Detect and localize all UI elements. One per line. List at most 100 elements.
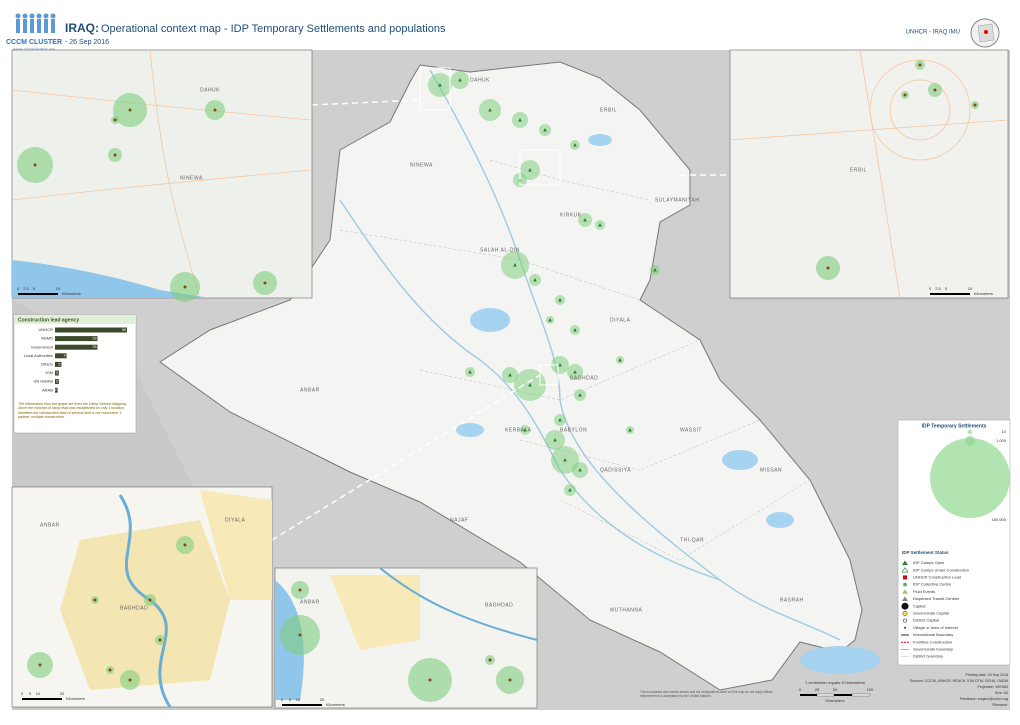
legend-label: Village or town of interest	[913, 625, 959, 630]
inset-label: BAGHDAD	[120, 605, 148, 611]
governorate-label: WASSIT	[680, 427, 702, 433]
map-feature	[559, 479, 811, 561]
category-label: Local Authorities	[24, 353, 53, 358]
camp-symbol	[903, 93, 907, 97]
map-feature	[722, 450, 758, 470]
map-feature	[27, 536, 194, 690]
legend-label: UNHCR Construction Lead	[913, 574, 961, 579]
size: Size: A3	[995, 691, 1008, 695]
inset-label: DAHUK	[200, 87, 220, 93]
legend-label: IDP Camps Under Construction	[913, 567, 969, 572]
bar-value: 3	[56, 371, 58, 375]
scale-unit: Kilometers	[62, 291, 81, 296]
map-feature	[36, 13, 42, 19]
size-symbol	[967, 429, 973, 435]
inset-label: ANBAR	[40, 522, 60, 528]
inset-label: NINEWA	[180, 175, 203, 181]
website: www.cccmcluster.org	[13, 47, 56, 52]
scale-tick: 0	[281, 697, 284, 702]
governorate-label: MISSAN	[760, 467, 782, 473]
date: - 26 Sep 2016	[65, 39, 109, 46]
map-feature	[11, 169, 313, 201]
construction-chart: Construction lead agency The information…	[13, 314, 137, 434]
map-feature	[800, 646, 880, 674]
scale-tick: 25	[815, 687, 820, 692]
camp-symbol	[973, 103, 977, 107]
bar-value: 5	[58, 362, 60, 366]
map-feature	[729, 49, 1009, 299]
inset-frame	[519, 149, 561, 186]
scale-tick: 50	[833, 687, 838, 692]
map-feature	[470, 308, 510, 332]
camp-symbol	[428, 678, 432, 682]
legend-label: Capital	[913, 603, 926, 608]
camp-symbol	[93, 598, 97, 602]
scale-tick: 0	[21, 691, 24, 696]
camp-symbol	[628, 428, 632, 432]
camp-symbol	[573, 328, 577, 332]
map-feature	[271, 374, 541, 541]
map-feature	[851, 693, 871, 697]
map-feature	[984, 30, 988, 34]
camp-symbol	[508, 373, 512, 377]
camp-symbol	[523, 428, 527, 432]
camp-symbol	[528, 383, 532, 387]
inset-bottom-left: BAGHDAD ANBAR DIYALA	[11, 486, 273, 708]
governorate-label: ANBAR	[300, 387, 320, 393]
legend-label: District Capital	[913, 618, 939, 623]
scale-unit: Kilometers	[826, 698, 845, 703]
camp-symbol	[826, 266, 830, 270]
map-feature	[816, 693, 835, 697]
legend-title: IDP Temporary Settlements	[922, 423, 987, 429]
camp-symbol	[488, 658, 492, 662]
camp-symbol	[558, 298, 562, 302]
camp-symbol	[183, 285, 187, 289]
governorate-label: BASRAH	[780, 597, 804, 603]
bar	[55, 361, 62, 367]
map-feature	[429, 69, 841, 641]
map-feature	[379, 567, 538, 641]
legend-symbol	[902, 560, 908, 565]
governorate-label: BAGHDAD	[570, 375, 598, 381]
scale-tick: 10	[36, 691, 41, 696]
governorate-label: DAHUK	[470, 77, 490, 83]
map-feature	[22, 13, 28, 19]
scale-tick: 0	[799, 687, 802, 692]
camp-symbol	[558, 363, 562, 367]
camp-symbol	[33, 163, 37, 167]
camp-symbol	[583, 218, 587, 222]
map-feature	[23, 19, 27, 33]
map-feature	[800, 694, 870, 696]
map-feature	[15, 13, 21, 19]
scale-bar	[22, 698, 62, 700]
camp-symbol	[183, 543, 187, 547]
camp-symbol	[578, 393, 582, 397]
scale-unit: Kilometers	[974, 291, 993, 296]
legend-symbol	[903, 582, 907, 587]
map-feature	[419, 339, 701, 401]
chart-note: The information from the graph are from …	[18, 402, 127, 419]
camp-symbol	[578, 468, 582, 472]
map-feature	[37, 19, 41, 33]
category-label: UNHCR	[39, 327, 54, 332]
scale-text: 1 centimeter equals 10 kilometers	[805, 680, 865, 685]
map-feature	[30, 19, 34, 33]
legend-symbol	[904, 626, 906, 629]
camp-symbol	[568, 488, 572, 492]
camp-symbol	[653, 268, 657, 272]
category-label: ARAB	[42, 387, 53, 392]
chart-title: Construction lead agency	[18, 317, 79, 323]
camp-symbol	[148, 598, 152, 602]
bar	[55, 370, 59, 376]
camp-symbol	[298, 633, 302, 637]
bar-value: 3	[56, 380, 58, 384]
legend-symbol	[902, 589, 908, 594]
legend-symbol	[903, 575, 907, 580]
category-label: IOM	[45, 370, 53, 375]
map-feature	[17, 93, 277, 302]
map-feature	[50, 13, 56, 19]
camp-symbol	[918, 63, 922, 67]
map-feature: IDP Camps Open IDP Camps Under Constructi…	[901, 560, 969, 659]
